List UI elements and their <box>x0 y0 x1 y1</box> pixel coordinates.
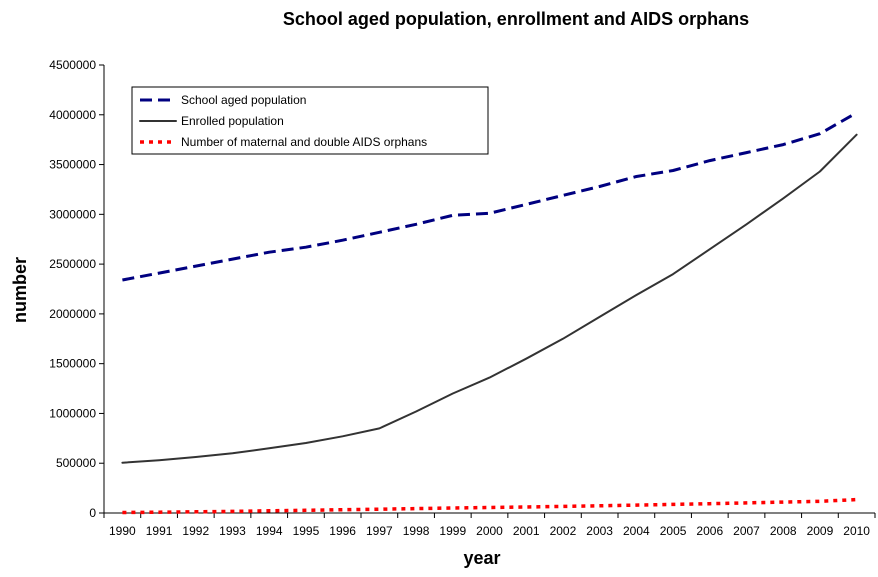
x-tick-label: 2005 <box>660 524 687 538</box>
chart-title: School aged population, enrollment and A… <box>283 9 749 29</box>
x-tick-label: 2008 <box>770 524 797 538</box>
x-tick-label: 2001 <box>513 524 540 538</box>
series-layer <box>121 111 858 515</box>
legend-box <box>131 86 489 155</box>
legend-label-2: Enrolled population <box>181 114 284 128</box>
y-tick-label: 1500000 <box>49 357 96 371</box>
x-tick-label: 1999 <box>439 524 466 538</box>
legend: School aged population Enrolled populatio… <box>131 86 489 155</box>
x-tick-label: 2010 <box>843 524 870 538</box>
x-tick-label: 2002 <box>550 524 577 538</box>
x-tick-label: 2006 <box>696 524 723 538</box>
x-tick-label: 1996 <box>329 524 356 538</box>
x-tick-label: 1990 <box>109 524 136 538</box>
y-axis-title: number <box>10 257 30 323</box>
x-tick-label: 1992 <box>182 524 209 538</box>
x-axis-ticks: 1990 1991 1992 1993 1994 1995 1996 1997 1998 1999… <box>103 513 876 538</box>
y-tick-label: 2500000 <box>49 257 96 271</box>
series-line-2 <box>121 133 858 464</box>
x-tick-label: 1998 <box>403 524 430 538</box>
x-tick-label: 2003 <box>586 524 613 538</box>
y-tick-label: 3000000 <box>49 207 96 221</box>
x-tick-label: 1997 <box>366 524 393 538</box>
y-tick-label: 1000000 <box>49 406 96 420</box>
x-tick-label: 2009 <box>807 524 834 538</box>
x-tick-label: 1993 <box>219 524 246 538</box>
x-tick-label: 1991 <box>146 524 173 538</box>
y-tick-label: 4500000 <box>49 58 96 72</box>
y-tick-label: 500000 <box>56 456 96 470</box>
x-tick-label: 1995 <box>293 524 320 538</box>
legend-label-3: Number of maternal and double AIDS orpha… <box>181 135 427 149</box>
x-tick-label: 2000 <box>476 524 503 538</box>
y-tick-label: 0 <box>89 506 96 520</box>
x-tick-label: 2007 <box>733 524 760 538</box>
x-tick-label: 2004 <box>623 524 650 538</box>
x-axis-title: year <box>463 548 500 568</box>
x-tick-label: 1994 <box>256 524 283 538</box>
y-axis-ticks: 0 500000 1000000 1500000 2000000 2500000 30000… <box>49 58 104 520</box>
legend-label-1: School aged population <box>181 93 306 107</box>
y-tick-label: 4000000 <box>49 108 96 122</box>
series-line-3 <box>122 497 857 515</box>
y-tick-label: 3500000 <box>49 158 96 172</box>
y-tick-label: 2000000 <box>49 307 96 321</box>
